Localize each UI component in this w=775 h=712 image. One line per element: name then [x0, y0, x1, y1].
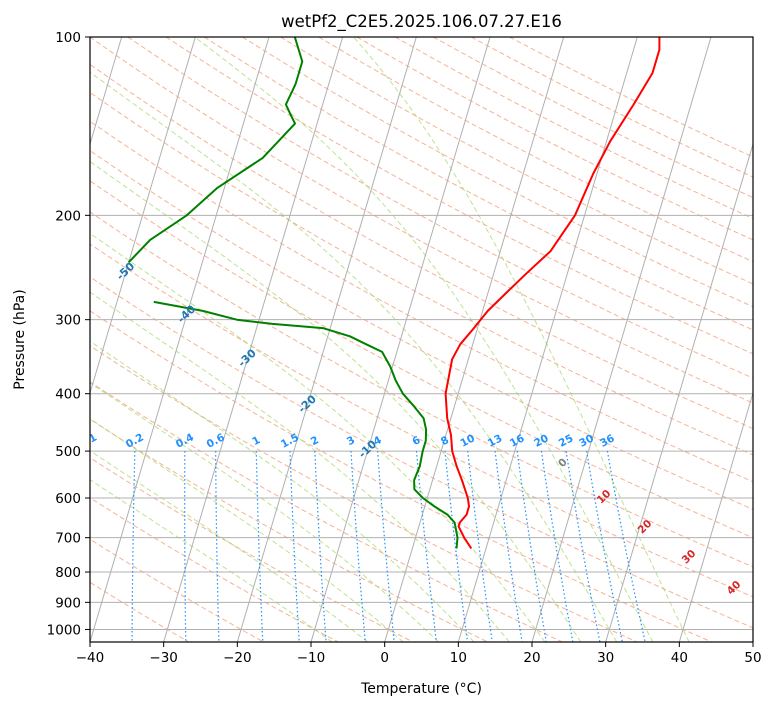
y-tick-label: 800: [55, 565, 81, 581]
y-tick-label: 100: [55, 30, 81, 46]
x-tick-label: 10: [450, 650, 467, 666]
y-tick-label: 400: [55, 387, 81, 403]
x-tick-label: −30: [149, 650, 178, 666]
y-tick-label: 900: [55, 595, 81, 611]
y-tick-label: 600: [55, 491, 81, 507]
x-tick-label: 0: [380, 650, 389, 666]
y-axis-label: Pressure (hPa): [12, 289, 28, 389]
x-tick-label: 40: [671, 650, 688, 666]
chart-title: wetPf2_C2E5.2025.106.07.27.E16: [281, 12, 562, 32]
x-tick-label: −40: [76, 650, 105, 666]
y-tick-label: 700: [55, 531, 81, 547]
y-tick-label: 200: [55, 208, 81, 224]
y-tick-label: 500: [55, 444, 81, 460]
x-tick-label: −10: [297, 650, 326, 666]
x-tick-label: 20: [523, 650, 540, 666]
x-tick-label: 50: [744, 650, 761, 666]
y-tick-label: 1000: [47, 622, 81, 638]
y-tick-label: 300: [55, 313, 81, 329]
x-axis-label: Temperature (°C): [360, 681, 482, 697]
x-tick-label: −20: [223, 650, 252, 666]
x-tick-label: 30: [597, 650, 614, 666]
